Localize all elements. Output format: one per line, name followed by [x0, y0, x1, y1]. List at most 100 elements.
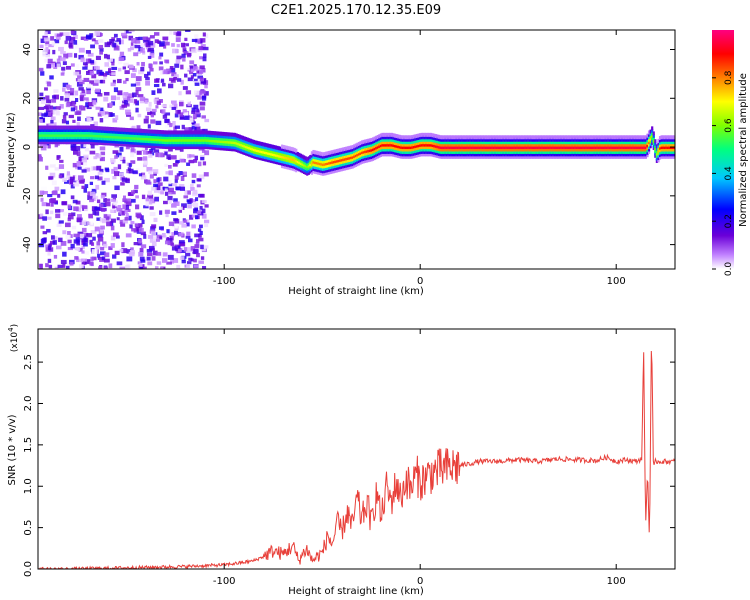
ridge-cell	[270, 144, 273, 149]
noise-cell	[98, 176, 103, 181]
noise-cell	[47, 144, 51, 149]
ridge-cell	[287, 158, 290, 163]
ridge-cell	[414, 141, 417, 146]
ridge-cell	[618, 147, 621, 152]
ridge-cell	[508, 147, 511, 152]
ridge-cell	[135, 135, 138, 140]
ridge-cell	[318, 153, 321, 158]
noise-cell	[191, 38, 198, 43]
noise-cell	[77, 78, 83, 82]
ridge-cell	[647, 132, 651, 137]
noise-cell	[199, 230, 203, 235]
ridge-cell	[91, 125, 94, 130]
ridge-cell	[477, 145, 480, 150]
ridge-cell	[455, 154, 458, 159]
ridge-cell	[387, 132, 390, 137]
x-tick-label: -100	[213, 276, 236, 287]
ridge-cell	[381, 152, 384, 157]
ridge-cell	[459, 145, 462, 150]
ridge-cell	[127, 128, 130, 133]
ridge-cell	[171, 140, 174, 145]
ridge-cell	[436, 151, 439, 156]
noise-cell	[143, 145, 148, 150]
ridge-cell	[406, 154, 409, 159]
ridge-cell	[408, 147, 411, 152]
ridge-cell	[166, 142, 169, 147]
ridge-cell	[288, 163, 292, 168]
ridge-cell	[67, 127, 70, 132]
ridge-cell	[149, 144, 152, 149]
ridge-cell	[633, 140, 637, 145]
ridge-cell	[608, 140, 611, 145]
ridge-cell	[527, 152, 530, 157]
ridge-cell	[610, 152, 613, 157]
noise-cell	[65, 102, 70, 108]
ridge-cell	[527, 137, 530, 142]
ridge-cell	[513, 147, 516, 152]
ridge-cell	[422, 149, 425, 154]
ridge-cell	[619, 147, 622, 152]
noise-cell	[179, 116, 185, 120]
ridge-cell	[96, 140, 99, 145]
ridge-cell	[310, 156, 314, 161]
ridge-cell	[232, 144, 235, 149]
ridge-cell	[401, 142, 404, 147]
ridge-cell	[285, 162, 288, 167]
ridge-cell	[340, 159, 343, 164]
ridge-cell	[384, 145, 387, 150]
ridge-cell	[324, 168, 328, 173]
ridge-cell	[605, 137, 608, 142]
ridge-cell	[298, 152, 301, 157]
ridge-cell	[284, 162, 287, 167]
ridge-cell	[425, 135, 428, 140]
ridge-cell	[627, 135, 630, 140]
ridge-cell	[557, 154, 560, 159]
noise-cell	[179, 158, 185, 163]
ridge-cell	[45, 127, 49, 132]
ridge-cell	[359, 150, 362, 155]
ridge-cell	[158, 132, 161, 137]
ridge-cell	[519, 147, 522, 152]
ridge-cell	[621, 142, 624, 147]
ridge-cell	[607, 137, 610, 142]
ridge-cell	[611, 145, 615, 150]
ridge-cell	[324, 154, 328, 159]
ridge-cell	[431, 140, 434, 145]
ridge-cell	[254, 150, 257, 155]
ridge-cell	[295, 151, 298, 156]
ridge-cell	[202, 140, 205, 145]
noise-cell	[191, 214, 198, 218]
ridge-cell	[241, 140, 245, 145]
ridge-cell	[448, 137, 452, 142]
ridge-cell	[66, 130, 69, 135]
ridge-cell	[641, 140, 644, 145]
noise-cell	[143, 205, 149, 209]
noise-cell	[48, 176, 54, 180]
ridge-cell	[411, 137, 414, 142]
ridge-cell	[461, 142, 464, 147]
ridge-cell	[439, 142, 442, 147]
ridge-cell	[494, 154, 497, 159]
noise-cell	[144, 99, 148, 104]
ridge-cell	[398, 142, 401, 147]
ridge-cell	[302, 160, 306, 165]
ridge-cell	[671, 149, 674, 154]
ridge-cell	[106, 129, 110, 134]
ridge-cell	[387, 142, 390, 147]
noise-cell	[40, 197, 44, 202]
ridge-cell	[320, 166, 323, 171]
ridge-cell	[340, 155, 343, 160]
noise-cell	[115, 152, 122, 158]
ridge-cell	[611, 135, 615, 140]
ridge-cell	[255, 148, 259, 153]
ridge-cell	[97, 133, 100, 138]
ridge-cell	[541, 140, 544, 145]
ridge-cell	[646, 145, 649, 150]
noise-cell	[136, 61, 140, 66]
ridge-cell	[320, 161, 323, 166]
ridge-cell	[276, 153, 279, 158]
ridge-cell	[641, 152, 644, 157]
ridge-cell	[337, 165, 340, 170]
ridge-cell	[520, 154, 524, 159]
noise-cell	[112, 43, 117, 48]
